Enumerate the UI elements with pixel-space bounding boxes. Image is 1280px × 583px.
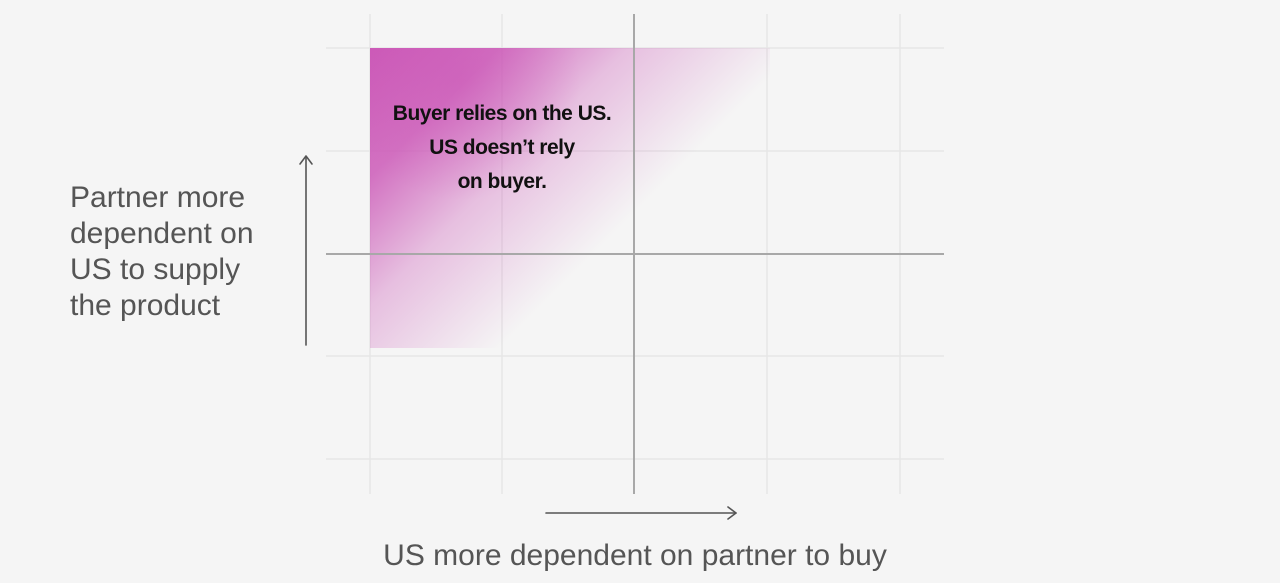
arrow-right-icon xyxy=(545,506,737,520)
highlight-region xyxy=(370,48,770,348)
callout-line: on buyer. xyxy=(457,170,547,193)
x-axis-label: US more dependent on partner to buy xyxy=(383,539,887,572)
quadrant-callout: Buyer relies on the US. US doesn’t rely … xyxy=(370,97,634,199)
arrow-up-icon xyxy=(299,155,313,346)
quadrant-axes xyxy=(326,14,944,494)
y-axis-label: Partner more dependent on US to supply t… xyxy=(70,181,254,322)
callout-line: Buyer relies on the US. xyxy=(392,102,612,125)
callout-line: US doesn’t rely xyxy=(429,136,575,159)
